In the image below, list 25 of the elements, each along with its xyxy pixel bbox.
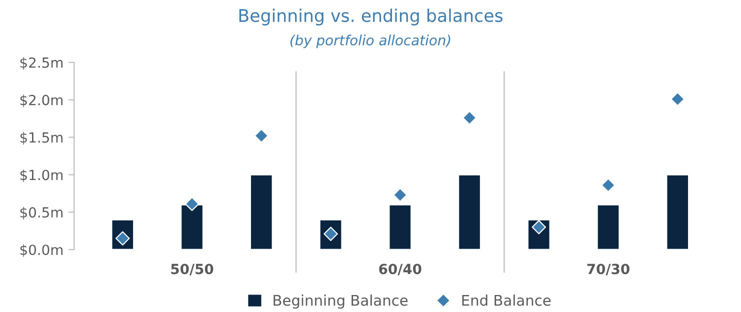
bar xyxy=(388,204,412,250)
bar xyxy=(596,204,620,250)
bar xyxy=(250,174,274,250)
chart-subtitle: (by portfolio allocation) xyxy=(290,34,450,48)
point xyxy=(254,128,269,143)
y-tick-label: $2.5m xyxy=(20,57,63,70)
y-tick-label: $1.0m xyxy=(20,169,63,182)
point xyxy=(532,220,546,234)
legend-label: End Balance xyxy=(462,294,551,306)
y-tick-label: $1.5m xyxy=(20,132,63,145)
point xyxy=(670,92,685,106)
chart-title: Beginning vs. ending balances xyxy=(239,8,502,26)
x-tick-label: 50/50 xyxy=(171,264,214,276)
point xyxy=(392,188,408,202)
bar xyxy=(458,174,482,250)
y-tick-label: $0.5m xyxy=(20,206,63,220)
legend-label: Beginning Balance xyxy=(274,294,408,309)
point xyxy=(462,110,477,125)
x-tick-label: 60/40 xyxy=(379,264,422,276)
y-tick-label: $2.0m xyxy=(20,94,63,108)
point xyxy=(184,196,200,212)
y-tick-label: $0.0m xyxy=(20,244,63,257)
point xyxy=(601,178,616,192)
x-tick-label: 70/30 xyxy=(587,264,630,276)
bar xyxy=(666,174,690,250)
